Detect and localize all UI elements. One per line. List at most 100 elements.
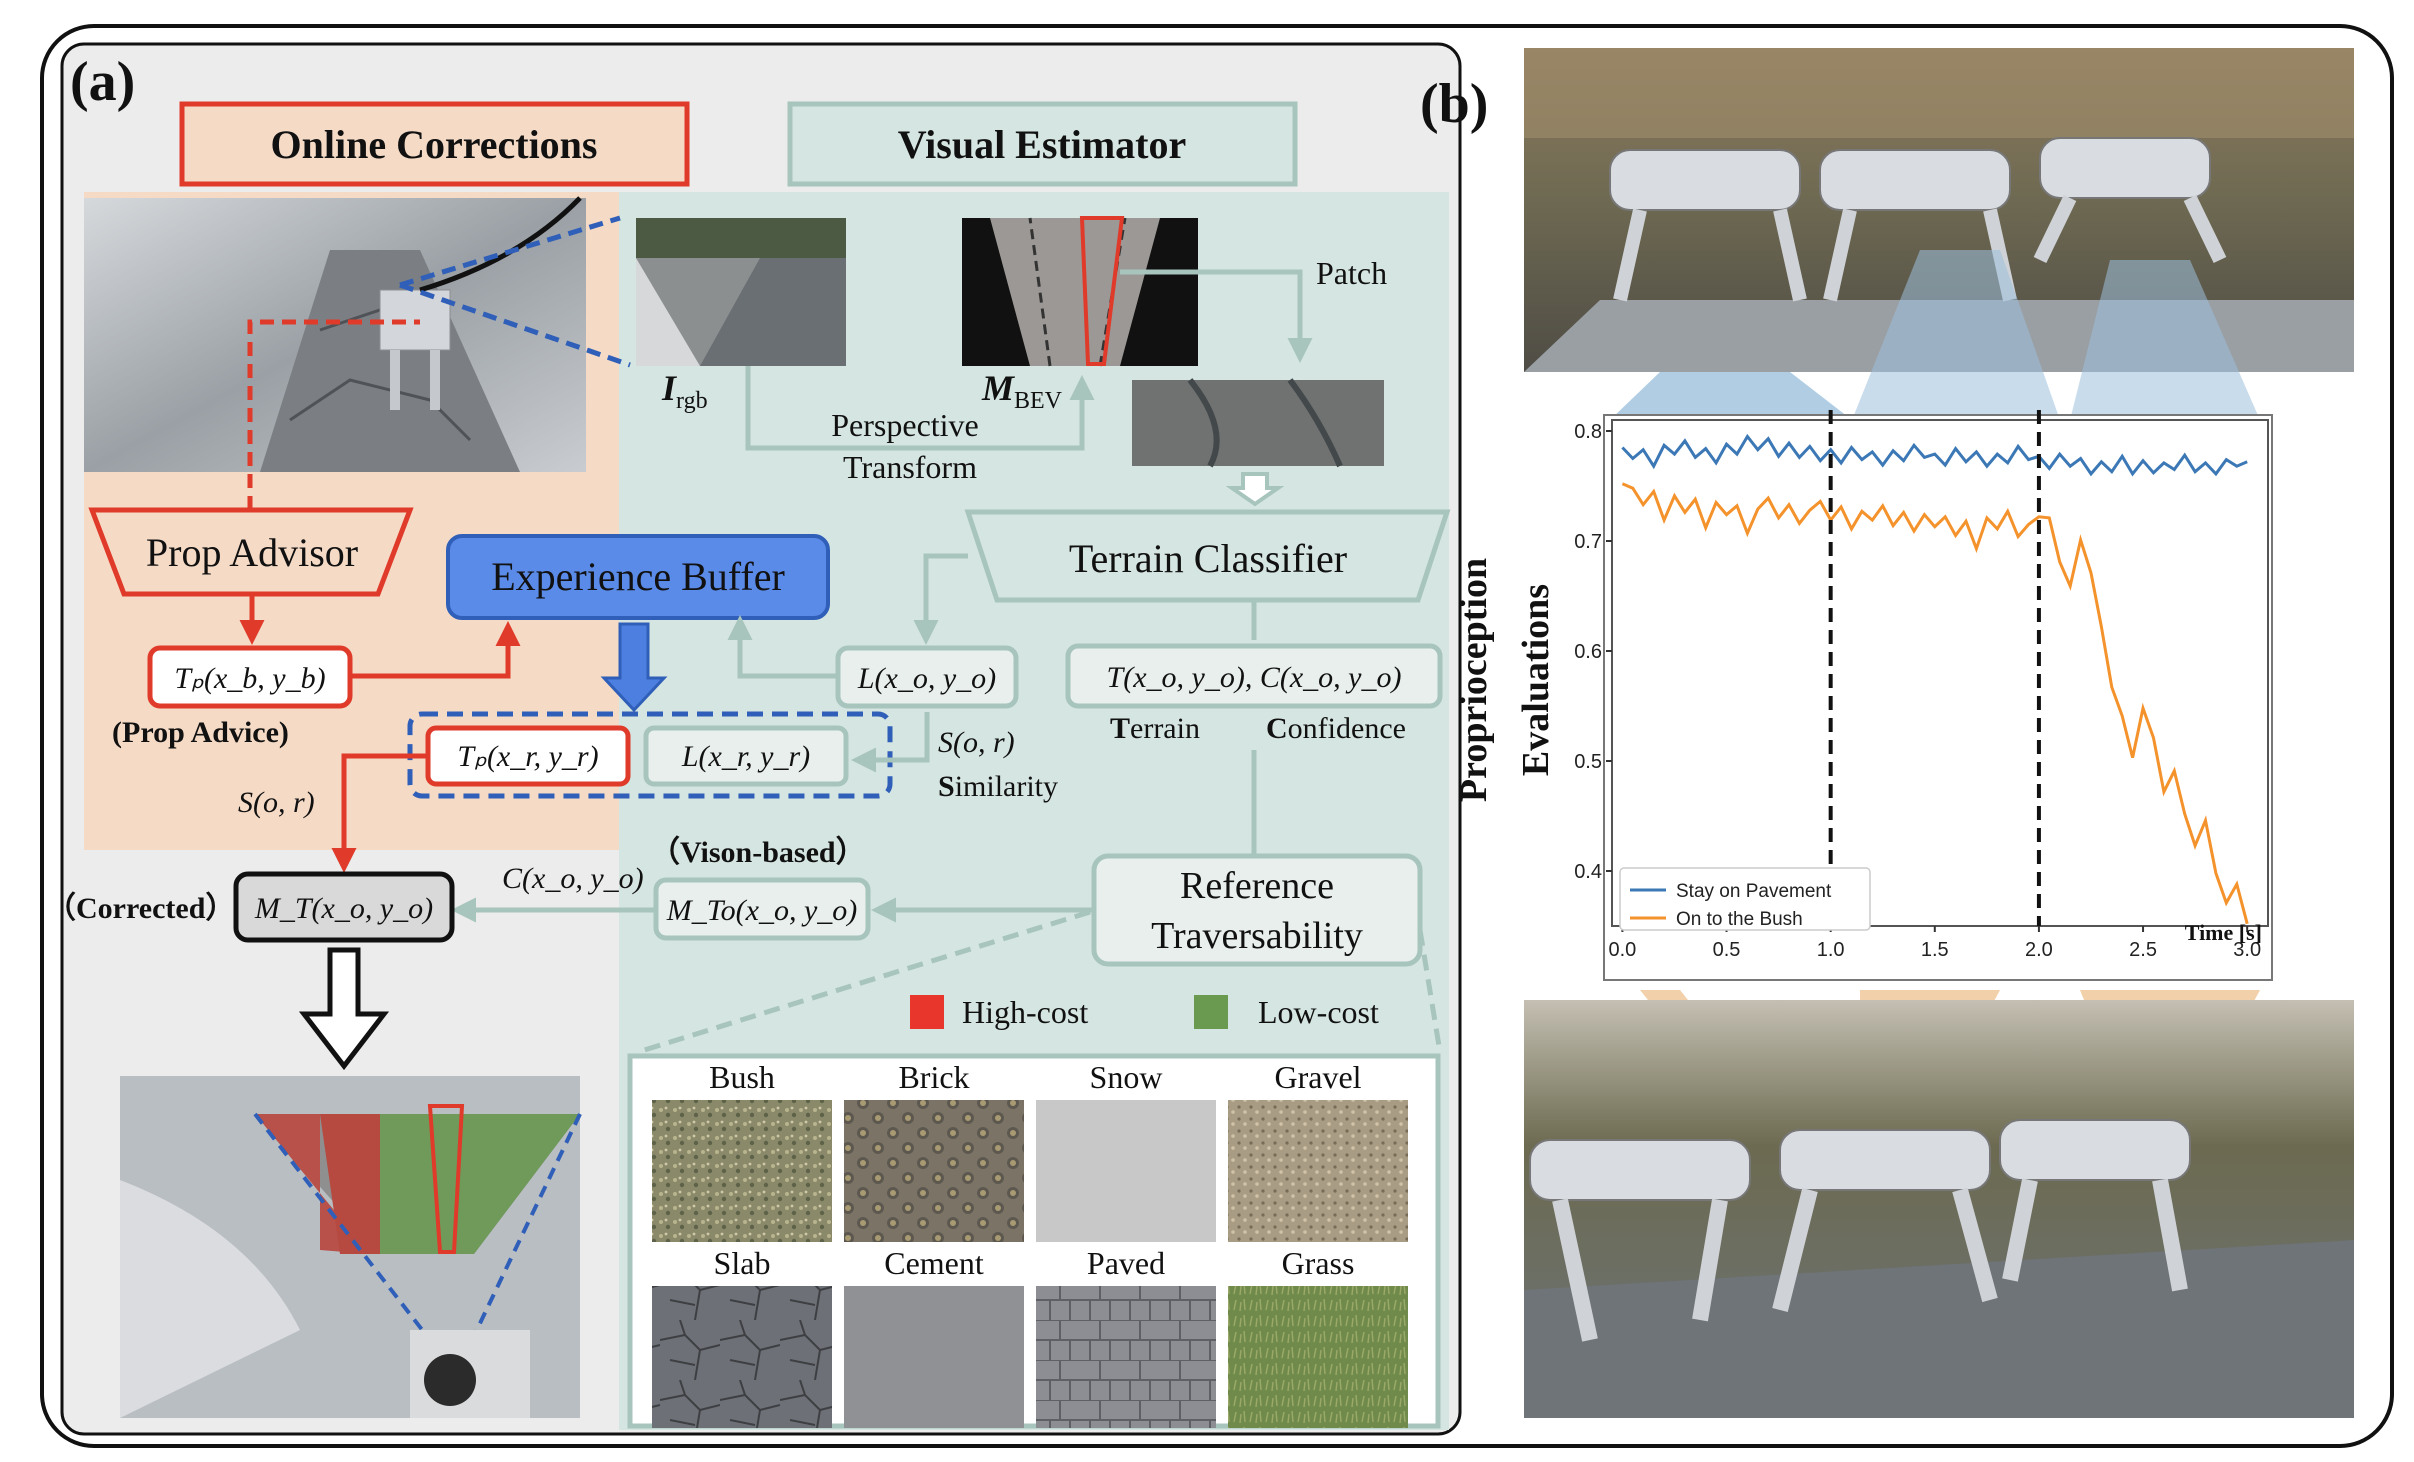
experience-buffer-box bbox=[446, 534, 830, 620]
legend-low-swatch bbox=[1194, 995, 1228, 1029]
top-cone-2 bbox=[1852, 250, 2060, 420]
top-robot-photo bbox=[1524, 48, 2354, 372]
terrain-label-grass: Grass bbox=[1282, 1245, 1355, 1281]
y-tick-label: 0.8 bbox=[1574, 421, 1602, 443]
classifier-to-l-arrow bbox=[913, 553, 968, 645]
s-or-left-label: S(o, r) bbox=[238, 786, 315, 819]
reference-line1: Reference bbox=[1180, 865, 1334, 907]
online-corrections-title: Online Corrections bbox=[270, 122, 597, 167]
terrain-label-paved: Paved bbox=[1087, 1245, 1165, 1281]
legend-high-swatch bbox=[910, 995, 944, 1029]
terrain-grid: Bush Brick Snow Gravel Slab Cement Paved Grass bbox=[652, 1059, 1408, 1428]
terrain-label: Terrain bbox=[1110, 712, 1200, 745]
x-tick-label: 0.0 bbox=[1609, 939, 1637, 961]
x-tick-label: 2.5 bbox=[2129, 939, 2157, 961]
perspective-line2: Transform bbox=[843, 449, 977, 485]
online-corrections-box bbox=[179, 101, 690, 187]
patch-label: Patch bbox=[1316, 255, 1387, 291]
tp-to-buffer-arrow bbox=[350, 621, 521, 679]
perspective-line1: Perspective bbox=[831, 407, 979, 443]
series-line-bush bbox=[1621, 482, 2249, 925]
x-tick-label: 1.0 bbox=[1817, 939, 1845, 961]
legend-series-label: Stay on Pavement bbox=[1676, 881, 1832, 902]
corrected-label: （Corrected） bbox=[46, 891, 235, 925]
terrain-sample-grass bbox=[1228, 1286, 1408, 1428]
terrain-label-gravel: Gravel bbox=[1274, 1059, 1361, 1095]
similarity-label: Similarity bbox=[938, 770, 1058, 803]
similarity-arrow bbox=[851, 712, 930, 773]
bev-image bbox=[962, 216, 1198, 367]
prop-advisor-label: Prop Advisor bbox=[146, 530, 358, 575]
terrain-sample-slab bbox=[652, 1286, 832, 1428]
x-tick-label: 2.0 bbox=[2025, 939, 2053, 961]
m-bev-label: MBEV bbox=[981, 368, 1063, 414]
robot-to-advisor-dashed bbox=[247, 319, 420, 510]
corrected-mt-label: M_T(x_o, y_o) bbox=[254, 892, 433, 925]
tp-xb-label: Tₚ(x_b, y_b) bbox=[174, 662, 325, 695]
mto-label: M_To(x_o, y_o) bbox=[666, 894, 858, 927]
terrain-sample-bush bbox=[652, 1100, 832, 1242]
prop-advisor-box bbox=[88, 507, 414, 597]
t-c-label: T(x_o, y_o), C(x_o, y_o) bbox=[1107, 661, 1402, 694]
camera-view-dashed bbox=[399, 215, 631, 368]
terrain-classifier-box bbox=[964, 509, 1451, 603]
l-to-buffer-arrow bbox=[727, 615, 838, 679]
s-or-right-label: S(o, r) bbox=[938, 726, 1015, 759]
tp-to-corrected-arrow bbox=[331, 753, 428, 873]
terrain-label-bush: Bush bbox=[709, 1059, 775, 1095]
plot-area bbox=[1611, 419, 2269, 927]
x-axis-label: Time [s] bbox=[2185, 920, 2262, 945]
patch-to-classifier-arrow bbox=[1225, 472, 1285, 507]
rgb-image bbox=[636, 218, 846, 366]
y-tick-label: 0.4 bbox=[1574, 861, 1602, 883]
y-tick-label: 0.6 bbox=[1574, 641, 1602, 663]
legend-series-label: On to the Bush bbox=[1676, 909, 1803, 930]
y-tick-label: 0.7 bbox=[1574, 531, 1602, 553]
output-down-arrow bbox=[298, 947, 390, 1071]
terrain-label-brick: Brick bbox=[898, 1059, 969, 1095]
vision-based-label: （Vison-based） bbox=[650, 835, 866, 869]
ylabel-line2: Evaluations bbox=[1515, 584, 1557, 776]
y-tick-label: 0.5 bbox=[1574, 751, 1602, 773]
panel-a-label: (a) bbox=[70, 51, 135, 113]
visual-estimator-box bbox=[787, 101, 1298, 187]
i-rgb-label: Irgb bbox=[661, 368, 708, 414]
chart: 0.0 0.5 1.0 1.5 2.0 2.5 3.0 0.4 0.5 0.6 0.7 0.8 Stay… bbox=[1574, 410, 2262, 961]
tp-xr-label: Tₚ(x_r, y_r) bbox=[457, 740, 598, 773]
terrain-sample-paved bbox=[1036, 1286, 1216, 1428]
panel-b-label: (b) bbox=[1420, 73, 1488, 135]
t-c-box bbox=[1065, 643, 1443, 709]
patch-image bbox=[1132, 380, 1384, 466]
terrain-sample-brick bbox=[844, 1100, 1024, 1242]
legend-low-label: Low-cost bbox=[1258, 994, 1379, 1030]
l-xo-label: L(x_o, y_o) bbox=[857, 662, 996, 695]
prop-advice-label: (Prop Advice) bbox=[112, 716, 289, 749]
x-tick-label: 3.0 bbox=[2233, 939, 2261, 961]
ylabel-line1: Proprioception bbox=[1453, 558, 1495, 802]
reference-to-grid-dashed bbox=[637, 909, 1443, 1055]
visual-estimator-title: Visual Estimator bbox=[898, 122, 1187, 167]
l-xr-box bbox=[643, 725, 849, 787]
legend-box bbox=[1619, 867, 1871, 931]
reference-line2: Traversability bbox=[1151, 915, 1363, 957]
terrain-sample-gravel bbox=[1228, 1100, 1408, 1242]
legend-high-label: High-cost bbox=[962, 994, 1088, 1030]
confidence-label: Confidence bbox=[1266, 712, 1406, 745]
c-xo-label: C(x_o, y_o) bbox=[502, 862, 644, 895]
output-costmap-image bbox=[120, 1076, 582, 1418]
terrain-sample-cement bbox=[844, 1286, 1024, 1428]
perspective-arrow bbox=[745, 366, 1095, 451]
buffer-down-arrow bbox=[600, 622, 668, 713]
patch-arrow bbox=[1120, 269, 1313, 363]
terrain-sample-snow bbox=[1036, 1100, 1216, 1242]
l-xr-label: L(x_r, y_r) bbox=[681, 740, 810, 773]
series-line-pavement bbox=[1621, 433, 2248, 477]
terrain-classifier-label: Terrain Classifier bbox=[1069, 536, 1347, 581]
terrain-label-cement: Cement bbox=[884, 1245, 984, 1281]
x-tick-label: 1.5 bbox=[1921, 939, 1949, 961]
corrected-box bbox=[233, 871, 455, 943]
top-cone-1 bbox=[1610, 372, 1852, 420]
chart-legend: Stay on Pavement On to the Bush bbox=[1619, 867, 1871, 931]
